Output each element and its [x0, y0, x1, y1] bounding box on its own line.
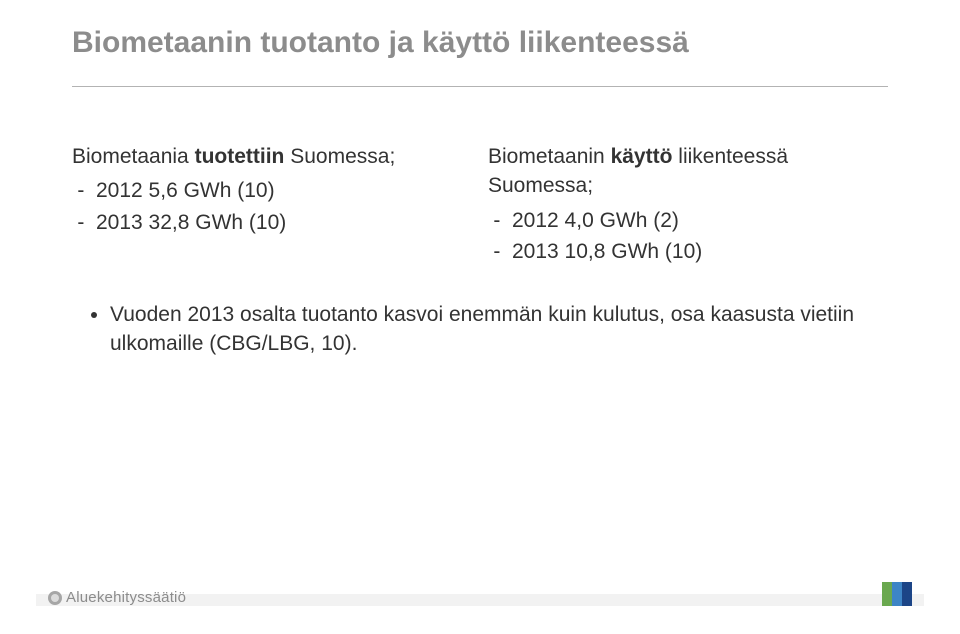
footer: Aluekehityssäätiö — [0, 578, 960, 606]
left-lead-post: Suomessa; — [284, 145, 395, 168]
right-column: Biometaanin käyttö liikenteessä Suomessa… — [488, 142, 888, 268]
stripe-1 — [882, 582, 892, 606]
right-lead-pre: Biometaanin — [488, 145, 611, 168]
left-lead: Biometaania tuotettiin Suomessa; — [72, 142, 472, 171]
list-item: 2013 32,8 GWh (10) — [96, 207, 472, 239]
right-lead: Biometaanin käyttö liikenteessä Suomessa… — [488, 142, 888, 201]
stripe-3 — [902, 582, 912, 606]
list-item: 2012 5,6 GWh (10) — [96, 175, 472, 207]
right-lead-bold: käyttö — [611, 145, 673, 168]
right-list: 2012 4,0 GWh (2) 2013 10,8 GWh (10) — [488, 205, 888, 268]
page-title: Biometaanin tuotanto ja käyttö liikentee… — [72, 26, 689, 60]
left-list: 2012 5,6 GWh (10) 2013 32,8 GWh (10) — [72, 175, 472, 238]
left-column: Biometaania tuotettiin Suomessa; 2012 5,… — [72, 142, 472, 238]
list-item: 2013 10,8 GWh (10) — [512, 236, 888, 268]
brand-logo: Aluekehityssäätiö — [48, 589, 186, 606]
list-item: 2012 4,0 GWh (2) — [512, 205, 888, 237]
stripe-2 — [892, 582, 902, 606]
logo-mark-icon — [48, 591, 62, 605]
title-divider — [72, 86, 888, 87]
slide: Biometaanin tuotanto ja käyttö liikentee… — [0, 0, 960, 634]
left-lead-bold: tuotettiin — [195, 145, 285, 168]
footer-stripes — [882, 582, 912, 606]
summary-section: Vuoden 2013 osalta tuotanto kasvoi enemm… — [90, 300, 880, 359]
left-lead-pre: Biometaania — [72, 145, 195, 168]
summary-bullet: Vuoden 2013 osalta tuotanto kasvoi enemm… — [110, 300, 880, 359]
brand-name: Aluekehityssäätiö — [66, 589, 186, 606]
